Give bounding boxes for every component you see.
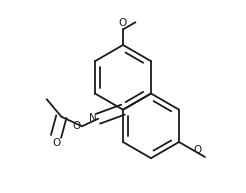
Text: O: O (194, 145, 202, 155)
Text: O: O (52, 138, 60, 148)
Text: N: N (89, 113, 97, 123)
Text: O: O (73, 121, 81, 131)
Text: O: O (119, 18, 127, 28)
